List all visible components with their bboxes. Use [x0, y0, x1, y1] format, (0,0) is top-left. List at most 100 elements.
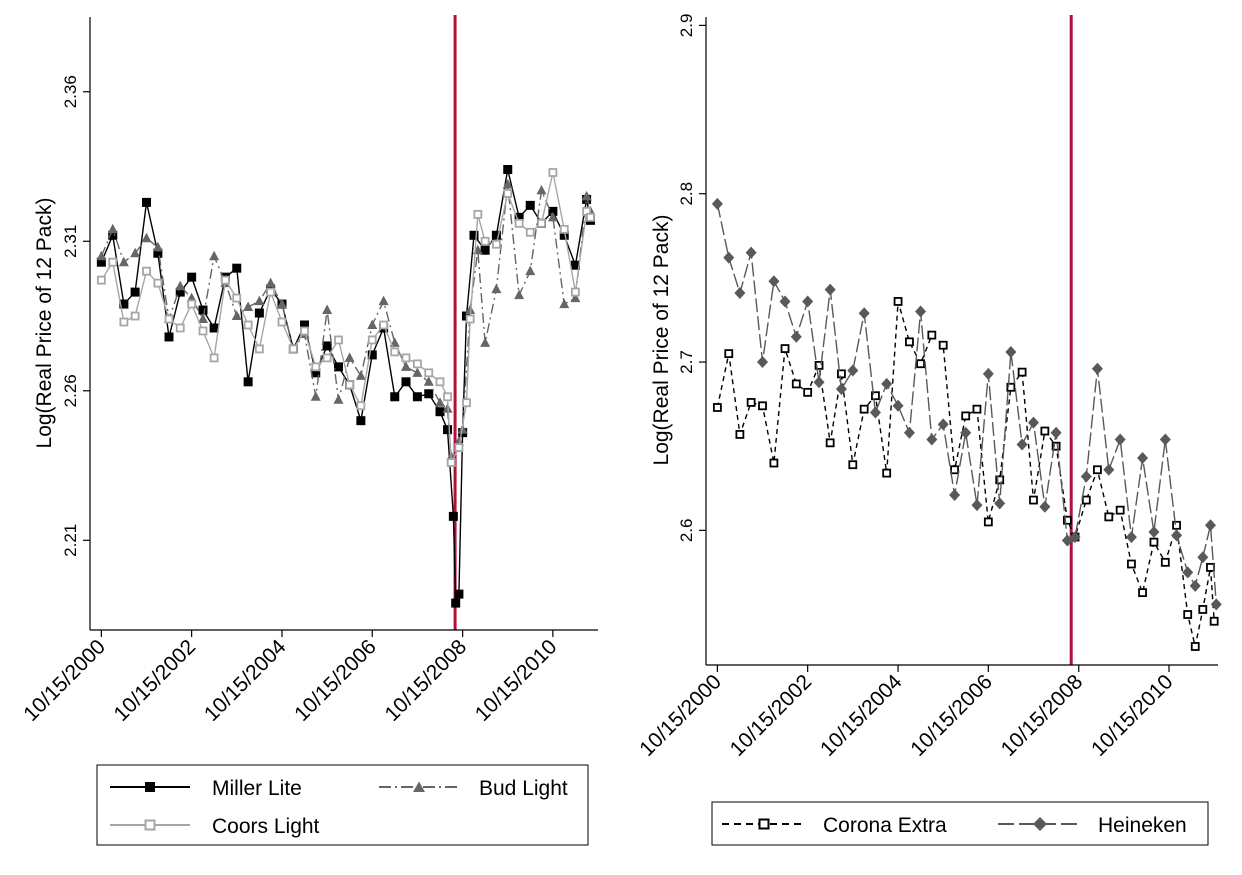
data-point — [950, 465, 959, 475]
data-point — [480, 337, 491, 347]
data-point — [1204, 519, 1216, 532]
data-point — [1149, 537, 1159, 547]
data-point — [803, 387, 813, 397]
data-point — [175, 280, 186, 291]
data-point — [525, 265, 536, 276]
data-point — [1115, 505, 1125, 515]
data-point — [1127, 559, 1136, 569]
data-point — [858, 307, 870, 320]
data-point — [1197, 551, 1209, 564]
data-point — [424, 368, 434, 378]
data-point — [1081, 495, 1091, 505]
series-layer — [96, 165, 596, 608]
data-point — [451, 598, 461, 608]
data-point — [356, 416, 366, 426]
data-point — [334, 335, 343, 345]
data-point — [1006, 382, 1016, 392]
data-point — [927, 330, 937, 340]
legend-label-miller-lite: Miller Lite — [212, 777, 302, 800]
data-point — [1029, 495, 1038, 505]
data-point — [916, 359, 925, 369]
data-point — [724, 349, 734, 359]
filled-diamond-marker-icon — [1033, 817, 1047, 831]
legend-box — [96, 764, 589, 846]
data-point — [871, 391, 880, 401]
data-point — [813, 376, 825, 389]
data-point — [108, 230, 118, 240]
data-point — [119, 299, 129, 309]
data-point — [480, 236, 490, 246]
data-point — [570, 287, 580, 297]
data-point — [735, 430, 745, 439]
data-point — [390, 347, 400, 357]
series-heineken — [711, 197, 1222, 611]
data-point — [892, 399, 904, 412]
data-point — [231, 310, 242, 321]
data-point — [903, 426, 915, 439]
data-point — [310, 391, 321, 401]
legend-item-corona-extra: Corona Extra — [722, 814, 947, 837]
data-point — [536, 184, 547, 195]
data-point — [491, 230, 501, 240]
data-point — [926, 433, 938, 446]
data-point — [769, 458, 779, 468]
data-point — [435, 407, 445, 417]
data-point — [502, 178, 513, 189]
data-point — [949, 489, 961, 502]
data-point — [175, 323, 185, 333]
y-axis: 2.6 2.7 2.8 2.9 — [677, 14, 706, 542]
data-point — [1039, 500, 1051, 513]
legend-label-coors-light: Coors Light — [212, 815, 320, 838]
data-point — [503, 189, 513, 198]
data-point — [1016, 438, 1028, 451]
data-point — [779, 295, 791, 308]
data-point — [232, 263, 242, 273]
data-point — [1137, 451, 1149, 464]
data-point — [96, 275, 106, 285]
data-point — [1017, 367, 1027, 377]
data-point — [859, 404, 869, 414]
data-point — [164, 332, 174, 342]
data-point — [299, 320, 309, 330]
legend-right: Corona Extra Heineken — [711, 801, 1209, 846]
data-point — [1125, 531, 1137, 544]
y-tick-label: 2.21 — [61, 524, 80, 557]
data-point — [995, 475, 1005, 485]
series-layer — [711, 197, 1222, 651]
data-point — [791, 379, 801, 389]
data-point — [311, 368, 321, 378]
legend-item-heineken: Heineken — [998, 814, 1187, 837]
data-point — [367, 350, 377, 360]
data-point — [187, 272, 197, 282]
data-point — [758, 401, 767, 411]
data-point — [514, 289, 525, 300]
data-point — [152, 241, 163, 252]
data-point — [209, 250, 220, 261]
data-point — [1093, 465, 1102, 475]
data-point — [1050, 426, 1062, 439]
data-point — [1080, 470, 1092, 483]
data-point — [837, 369, 846, 379]
data-point — [1103, 463, 1115, 476]
data-point — [994, 497, 1006, 510]
data-point — [355, 370, 366, 380]
data-point — [232, 293, 242, 303]
data-point — [96, 250, 107, 261]
data-point — [254, 295, 265, 306]
data-point — [401, 353, 411, 363]
data-point — [469, 230, 479, 240]
data-point — [1172, 520, 1181, 530]
data-point — [768, 275, 780, 288]
data-point — [107, 223, 118, 234]
data-point — [118, 256, 129, 267]
data-point — [254, 344, 264, 354]
data-point — [164, 314, 174, 324]
data-point — [711, 197, 723, 210]
data-point — [848, 460, 858, 470]
data-point — [1091, 362, 1103, 375]
data-point — [825, 438, 835, 448]
data-point — [300, 326, 309, 336]
data-point — [1040, 426, 1050, 436]
data-point — [175, 287, 185, 297]
data-point — [881, 377, 893, 390]
